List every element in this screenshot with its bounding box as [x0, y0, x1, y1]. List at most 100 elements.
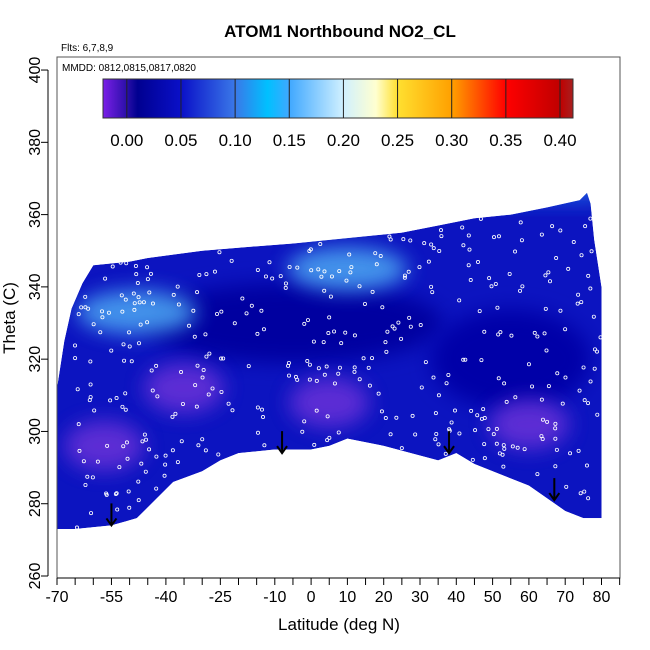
- data-point: [337, 365, 342, 370]
- data-point: [249, 303, 254, 308]
- data-point: [446, 372, 451, 377]
- data-point: [144, 437, 149, 442]
- data-point: [134, 272, 139, 277]
- data-point: [477, 309, 482, 314]
- data-point: [327, 315, 332, 320]
- data-point: [539, 232, 544, 237]
- data-point: [518, 220, 523, 225]
- data-point: [302, 321, 307, 326]
- data-point: [594, 349, 599, 354]
- data-point: [118, 260, 123, 265]
- chart-title: ATOM1 Northbound NO2_CL: [224, 22, 456, 41]
- data-point: [433, 437, 438, 442]
- data-point: [401, 237, 406, 242]
- field-top-band: [57, 192, 602, 202]
- data-point: [74, 525, 79, 530]
- data-point: [555, 371, 560, 376]
- data-point: [362, 301, 367, 306]
- data-point: [431, 375, 436, 380]
- arrow-head: [443, 445, 455, 455]
- data-point: [388, 432, 393, 437]
- data-point: [434, 431, 439, 436]
- colorbar-tick-label: 0.05: [164, 131, 197, 150]
- data-point: [179, 370, 184, 375]
- data-point: [73, 356, 78, 361]
- data-point: [494, 441, 499, 446]
- data-point: [328, 294, 333, 299]
- data-point: [558, 228, 563, 233]
- data-point: [571, 240, 576, 245]
- data-point: [92, 408, 97, 413]
- x-tick-label: 10: [339, 589, 357, 606]
- data-point: [255, 331, 260, 336]
- data-point: [326, 331, 331, 336]
- flights-label: Flts: 6,7,8,9: [61, 43, 114, 54]
- data-point: [261, 327, 266, 332]
- data-point: [176, 302, 181, 307]
- data-point: [226, 401, 231, 406]
- data-point: [349, 265, 354, 270]
- data-point: [175, 460, 180, 465]
- data-point: [154, 486, 159, 491]
- data-point: [579, 253, 584, 258]
- data-point: [204, 272, 209, 277]
- data-point: [229, 258, 234, 263]
- data-point: [357, 377, 362, 382]
- data-point: [489, 284, 494, 289]
- data-point: [336, 430, 341, 435]
- data-point: [307, 248, 312, 253]
- data-point: [170, 448, 175, 453]
- data-point: [583, 224, 588, 229]
- data-point: [380, 305, 385, 310]
- data-point: [543, 306, 548, 311]
- data-point: [329, 274, 334, 279]
- data-point: [482, 329, 487, 334]
- data-point: [219, 389, 224, 394]
- data-point: [399, 336, 404, 341]
- data-point: [117, 465, 122, 470]
- data-point: [312, 442, 317, 447]
- data-point: [217, 250, 222, 255]
- data-point: [431, 246, 436, 251]
- data-point: [554, 256, 559, 261]
- data-point: [554, 447, 559, 452]
- data-point: [316, 267, 321, 272]
- data-point: [105, 443, 110, 448]
- data-point: [447, 427, 452, 432]
- data-point: [467, 247, 472, 252]
- y-tick-label: 300: [27, 418, 44, 445]
- data-point: [106, 310, 111, 315]
- data-point: [90, 475, 95, 480]
- data-point: [452, 408, 457, 413]
- data-point: [104, 491, 109, 496]
- data-point: [502, 446, 507, 451]
- data-point: [171, 292, 176, 297]
- data-point: [385, 329, 390, 334]
- data-point: [324, 364, 329, 369]
- data-point: [449, 420, 454, 425]
- data-point: [487, 276, 492, 281]
- data-point: [563, 327, 568, 332]
- data-point: [553, 426, 558, 431]
- x-axis-label: Latitude (deg N): [278, 615, 400, 634]
- data-point: [136, 498, 141, 503]
- data-point: [123, 297, 128, 302]
- data-point: [463, 357, 468, 362]
- colorbar-tick-label: 0.00: [110, 131, 143, 150]
- data-point: [132, 301, 137, 306]
- data-point: [568, 451, 573, 456]
- data-point: [540, 417, 545, 422]
- data-point: [145, 265, 150, 270]
- data-point: [194, 404, 199, 409]
- data-point: [136, 295, 141, 300]
- data-point: [491, 432, 496, 437]
- data-point: [262, 443, 267, 448]
- data-point: [423, 360, 428, 365]
- data-point: [399, 446, 404, 451]
- data-point: [316, 366, 321, 371]
- data-point: [482, 442, 487, 447]
- data-point: [124, 440, 129, 445]
- low-value-region: [488, 399, 569, 450]
- data-point: [581, 365, 586, 370]
- data-point: [595, 412, 600, 417]
